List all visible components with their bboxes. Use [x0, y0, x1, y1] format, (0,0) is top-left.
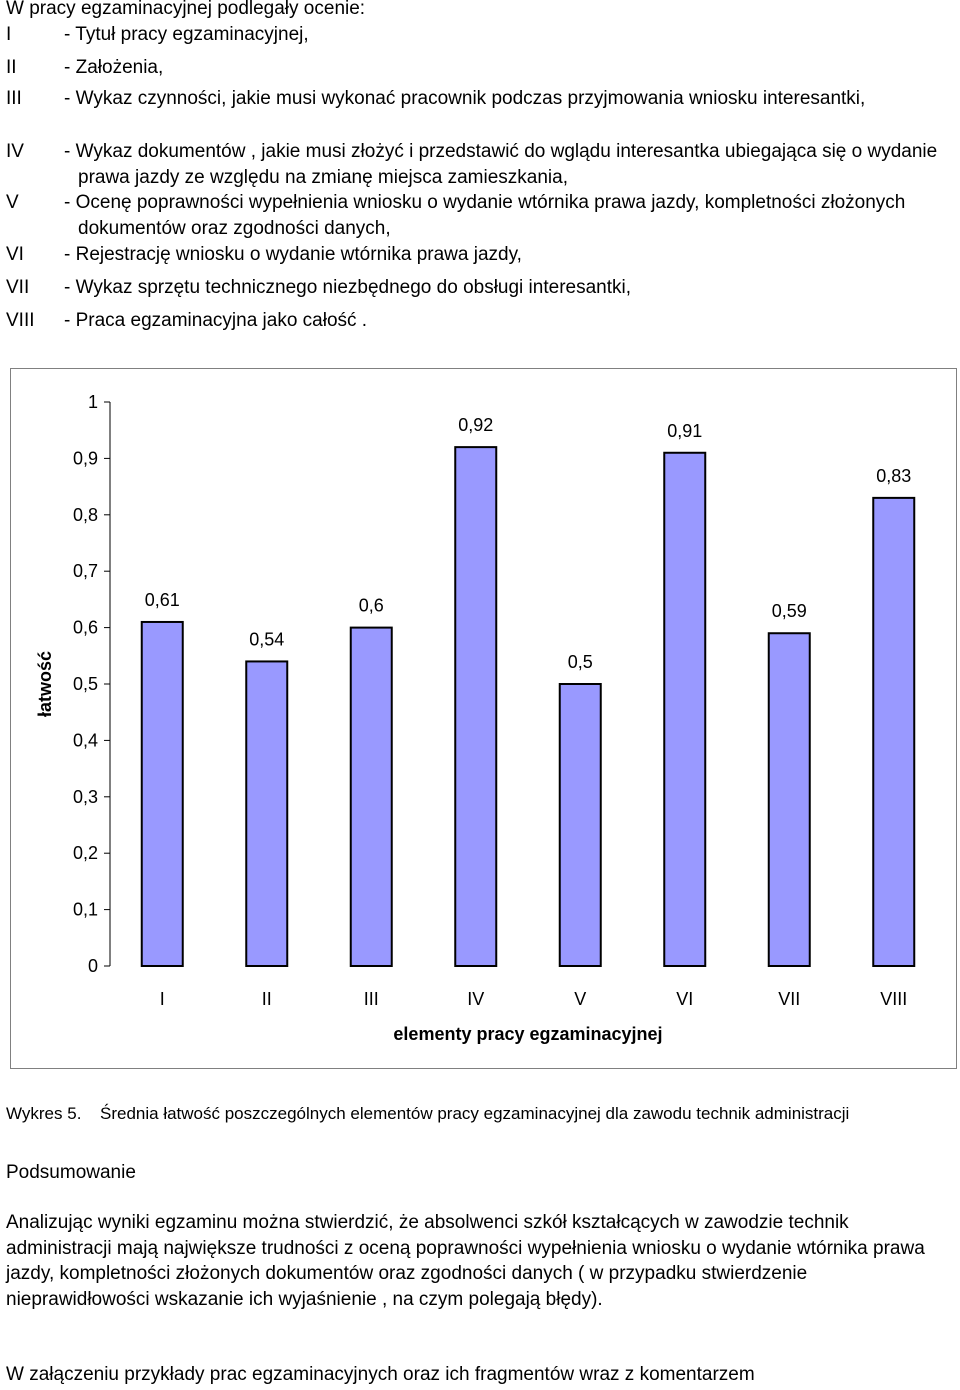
data-label: 0,83 [876, 466, 911, 486]
intro-text: W pracy egzaminacyjnej podlegały ocenie: [6, 0, 366, 19]
item-roman: V [6, 192, 19, 213]
y-tick-label: 0,2 [73, 843, 98, 863]
data-label: 0,59 [772, 601, 807, 621]
data-label: 0,5 [568, 652, 593, 672]
x-tick-label: VIII [880, 989, 907, 1009]
data-label: 0,54 [249, 629, 284, 649]
y-tick-label: 0,8 [73, 505, 98, 525]
x-tick-label: V [574, 989, 586, 1009]
item-roman: VI [6, 244, 24, 265]
data-label: 0,61 [145, 590, 180, 610]
item-text: - Wykaz dokumentów , jakie musi złożyć i… [64, 141, 938, 188]
item-roman: IV [6, 141, 24, 162]
bar [872, 496, 916, 967]
section-heading: Podsumowanie [6, 1162, 136, 1183]
y-tick-label: 0,4 [73, 730, 98, 750]
item-roman: VII [6, 277, 30, 298]
data-label: 0,92 [458, 415, 493, 435]
chart-caption: Wykres 5. Średnia łatwość poszczególnych… [6, 1103, 954, 1125]
x-tick-label: III [364, 989, 379, 1009]
bar [454, 446, 498, 968]
item-text: - Rejestrację wniosku o wydanie wtórnika… [64, 244, 522, 265]
y-axis-title: łatwość [35, 651, 55, 717]
item-roman: II [6, 57, 17, 78]
summary-paragraph: Analizując wyniki egzaminu można stwierd… [6, 1212, 925, 1310]
item-text: - Tytuł pracy egzaminacyjnej, [64, 24, 309, 45]
x-tick-label: I [160, 989, 165, 1009]
bar [140, 620, 184, 968]
y-tick-label: 0,5 [73, 674, 98, 694]
item-roman: VIII [6, 310, 35, 331]
item-text: - Wykaz czynności, jakie musi wykonać pr… [64, 88, 866, 109]
y-tick-label: 0,9 [73, 448, 98, 468]
x-tick-label: IV [467, 989, 484, 1009]
data-label: 0,6 [359, 596, 384, 616]
bar [349, 626, 393, 967]
item-text: - Ocenę poprawności wypełnienia wniosku … [64, 192, 906, 239]
y-tick-label: 0,6 [73, 618, 98, 638]
y-tick-label: 0,1 [73, 900, 98, 920]
x-tick-label: II [262, 989, 272, 1009]
x-tick-label: VI [676, 989, 693, 1009]
x-tick-label: VII [778, 989, 800, 1009]
data-label: 0,91 [667, 421, 702, 441]
bar [245, 660, 289, 967]
y-tick-label: 1 [88, 392, 98, 412]
bar [767, 632, 811, 967]
chart-container: 0 0,1 0,2 0,3 0,4 0,5 0,6 0,7 0,8 0,9 1 0,61 I 0,54 II… [10, 368, 957, 1069]
y-tick-label: 0,3 [73, 787, 98, 807]
item-text: - Wykaz sprzętu technicznego niezbędnego… [64, 277, 631, 298]
item-roman: III [6, 88, 22, 109]
y-tick-label: 0,7 [73, 561, 98, 581]
bar-chart: 00,10,20,30,40,50,60,70,80,910,61I0,54II… [35, 392, 916, 1044]
item-text: - Założenia, [64, 57, 164, 78]
y-tick-label: 0 [88, 956, 98, 976]
caption-text: Średnia łatwość poszczególnych elementów… [100, 1104, 850, 1123]
final-note: W załączeniu przykłady prac egzaminacyjn… [6, 1364, 755, 1385]
item-roman: I [6, 24, 12, 45]
caption-label: Wykres 5. [6, 1104, 82, 1123]
x-axis-title: elementy pracy egzaminacyjnej [393, 1024, 662, 1044]
item-text: - Praca egzaminacyjna jako całość . [64, 310, 368, 331]
bar [663, 451, 707, 967]
bar [558, 683, 602, 967]
